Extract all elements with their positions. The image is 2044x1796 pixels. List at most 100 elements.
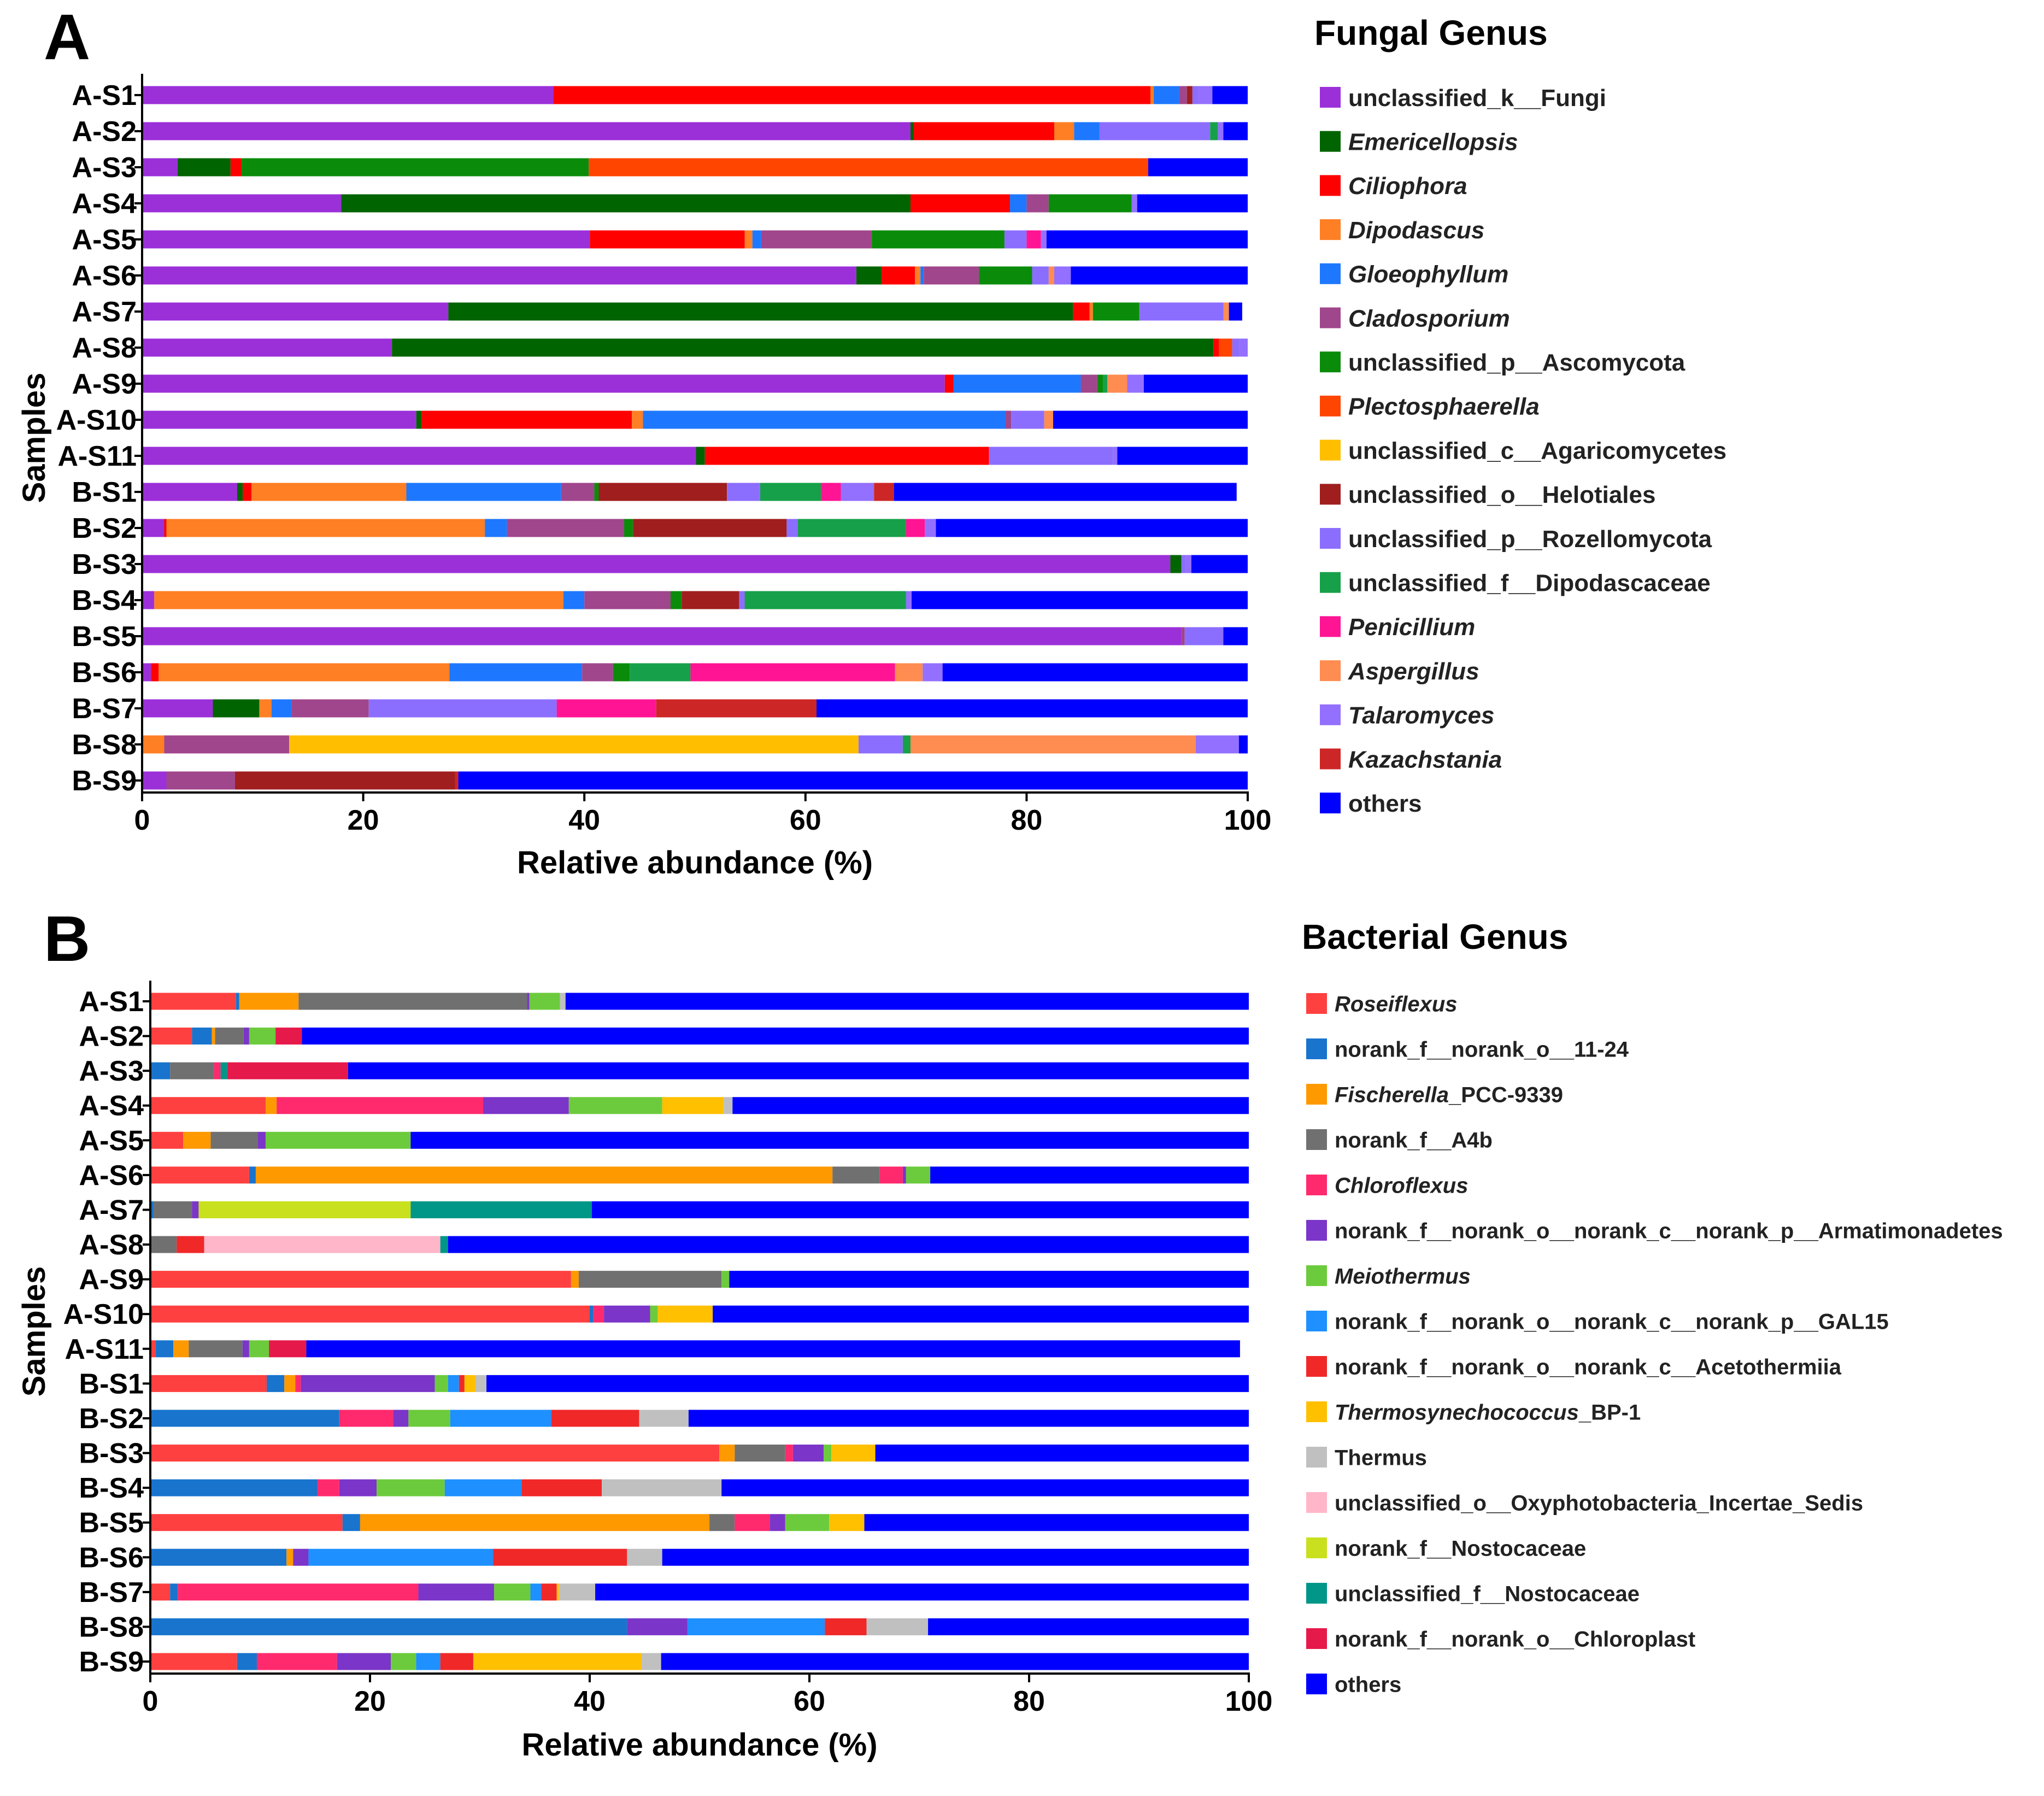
legend-swatch-unclassified-o-oxyphotobacteria-incertae-sedis [1306, 1492, 1327, 1513]
bar-b-s8-others [928, 1618, 1249, 1635]
bar-a-s1-ciliophora [553, 86, 1150, 104]
panel-a: A A-S1 A-S2 A-S3 A-S4 A-S5 A-S6 A-S7 A-S8 A-S9 A-S… [16, 1, 1726, 881]
legend-label-meiothermus: Meiothermus [1335, 1264, 1471, 1288]
legend-swatch-plectosphaerella [1320, 395, 1341, 416]
bar-b-s4-others [912, 591, 1248, 609]
bar-b-s1-fischerella [284, 1375, 296, 1392]
legend-swatch-dipodascus [1320, 219, 1341, 240]
bar-b-s8-aspergillus [910, 735, 1196, 754]
bar-a-s8-unclassified-p-rozellomycota [1232, 338, 1240, 357]
legend-swatch-meiothermus [1306, 1265, 1327, 1286]
bar-b-s7-norank-f-norank-o-11-24 [170, 1583, 178, 1601]
bar-b-s7-thermus [559, 1583, 596, 1601]
legend-swatch-roseiflexus [1306, 993, 1327, 1014]
bar-a-s2-gloeophyllum [1074, 122, 1100, 140]
bar-b-s4-thermus [602, 1479, 722, 1496]
y-tick-label-a-s11: A-S11 [57, 441, 137, 472]
x-axis-title: Relative abundance (%) [517, 845, 873, 881]
legend-label-name: Talaromyces [1348, 702, 1494, 729]
bar-a-s11-norank-f-norank-o-11-24 [156, 1340, 174, 1358]
bar-b-s1-unclassified-o-helotiales [598, 483, 727, 501]
bar-b-s1-dipodascus [251, 483, 407, 501]
bar-a-s1-unclassified-o-helotiales [1187, 86, 1193, 104]
bar-a-s5-penicillium [1026, 230, 1041, 249]
bar-b-s6-norank-f-norank-o-norank-c-norank-p-gal15 [308, 1548, 494, 1566]
bar-a-s10-aspergillus [1044, 410, 1053, 429]
legend-swatch-talaromyces [1320, 704, 1341, 725]
bar-b-s2-unclassified-f-dipodascaceae [797, 519, 906, 537]
legend-swatch-thermosynechococcus [1306, 1401, 1327, 1422]
y-tick-label-a-s3: A-S3 [72, 152, 137, 184]
bar-b-s5-unclassified-k-fungi [142, 627, 1182, 645]
x-tick-label: 0 [143, 1686, 158, 1717]
legend-label-name: norank_f__Nostocaceae [1335, 1536, 1586, 1560]
y-tick-label-a-s3: A-S3 [79, 1055, 144, 1087]
legend-label-kazachstania: Kazachstania [1348, 746, 1502, 773]
bar-a-s4-gloeophyllum [1010, 194, 1027, 213]
bar-b-s2-chloroflexus [339, 1410, 393, 1427]
y-tick-label-a-s5: A-S5 [79, 1125, 144, 1157]
legend-label-name: others [1335, 1672, 1401, 1697]
y-tick-label-a-s7: A-S7 [72, 296, 137, 328]
bar-a-s6-norank-f-norank-o-11-24 [249, 1166, 256, 1184]
y-tick-label-a-s6: A-S6 [79, 1160, 144, 1192]
bar-b-s2-meiothermus [408, 1410, 450, 1427]
bar-a-s4-ciliophora [910, 194, 1011, 213]
bar-a-s2-norank-f-norank-o-norank-c-norank-p-armatimonadetes [243, 1028, 249, 1045]
bar-a-s6-talaromyces [1054, 266, 1071, 285]
legend-label-name: Gloeophyllum [1348, 261, 1508, 288]
bar-a-s6-cladosporium [924, 266, 979, 285]
bar-b-s9-others [661, 1653, 1249, 1670]
legend-swatch-cladosporium [1320, 307, 1341, 328]
bar-b-s1-unclassified-k-fungi [142, 483, 237, 501]
bar-b-s8-dipodascus [142, 735, 165, 754]
legend-label-suffix: _BP-1 [1578, 1400, 1641, 1424]
y-tick-label-a-s6: A-S6 [72, 260, 137, 292]
legend-label-name: unclassified_o__Oxyphotobacteria_Incerta… [1335, 1491, 1863, 1515]
bar-a-s10-meiothermus [650, 1305, 658, 1323]
legend-label-name: norank_f__A4b [1335, 1128, 1493, 1152]
bar-a-s7-unclassified-p-ascomycota [1093, 302, 1140, 321]
bar-a-s6-norank-f-a4b [832, 1166, 880, 1184]
x-tick-label: 100 [1224, 805, 1272, 836]
bar-b-s3-emericellopsis [1170, 555, 1182, 573]
legend-label-unclassified-o-oxyphotobacteria-incertae-sedis: unclassified_o__Oxyphotobacteria_Incerta… [1335, 1491, 1863, 1515]
bar-a-s5-norank-f-a4b [210, 1131, 258, 1149]
bar-b-s7-cladosporium [291, 699, 369, 718]
legend-swatch-norank-f-norank-o-norank-c-norank-p-armatimonadetes [1306, 1220, 1327, 1241]
bar-a-s6-emericellopsis [856, 266, 882, 285]
y-tick-label-b-s4: B-S4 [79, 1472, 144, 1504]
bar-a-s1-others [1212, 86, 1248, 104]
bar-b-s8-norank-f-norank-o-norank-c-acetothermiia [825, 1618, 867, 1635]
bar-a-s4-roseiflexus [150, 1097, 266, 1114]
bar-b-s4-meiothermus [377, 1479, 445, 1496]
bar-a-s9-ciliophora [944, 374, 954, 393]
legend-label-name: unclassified_f__Nostocaceae [1335, 1582, 1640, 1606]
bar-b-s2-unclassified-o-helotiales [633, 519, 787, 537]
legend-title: Bacterial Genus [1302, 917, 1568, 956]
bar-a-s7-unclassified-f-nostocaceae [410, 1201, 592, 1218]
legend-swatch-ciliophora [1320, 175, 1341, 196]
legend-swatch-unclassified-p-rozellomycota [1320, 528, 1341, 549]
legend-label-name: norank_f__norank_o__11-24 [1335, 1037, 1629, 1061]
bar-a-s10-emericellopsis [416, 410, 422, 429]
bar-a-s5-unclassified-p-rozellomycota [1004, 230, 1027, 249]
bar-a-s6-norank-f-norank-o-norank-c-norank-p-armatimonadetes [902, 1166, 906, 1184]
y-tick-label-a-s5: A-S5 [72, 224, 137, 256]
legend-label-name: Dipodascus [1348, 217, 1484, 244]
bar-b-s7-roseiflexus [150, 1583, 171, 1601]
bar-a-s1-norank-f-norank-o-norank-c-norank-p-armatimonadetes [527, 993, 530, 1010]
bar-a-s4-thermosynechococcus [662, 1097, 724, 1114]
bar-a-s1-talaromyces [1197, 86, 1213, 104]
bar-a-s1-roseiflexus [150, 993, 236, 1010]
legend-swatch-unclassified-f-dipodascaceae [1320, 572, 1341, 593]
bar-a-s5-gloeophyllum [752, 230, 761, 249]
legend-label-emericellopsis: Emericellopsis [1348, 129, 1518, 156]
bar-a-s5-others [410, 1131, 1249, 1149]
legend-label-name: unclassified_p__Rozellomycota [1348, 526, 1712, 553]
legend-label-name: Thermus [1335, 1446, 1427, 1470]
bar-b-s7-unclassified-p-rozellomycota [368, 699, 557, 718]
bar-b-s4-chloroflexus [317, 1479, 339, 1496]
bar-a-s3-plectosphaerella [589, 158, 1148, 177]
bar-b-s4-norank-f-norank-o-11-24 [150, 1479, 318, 1496]
